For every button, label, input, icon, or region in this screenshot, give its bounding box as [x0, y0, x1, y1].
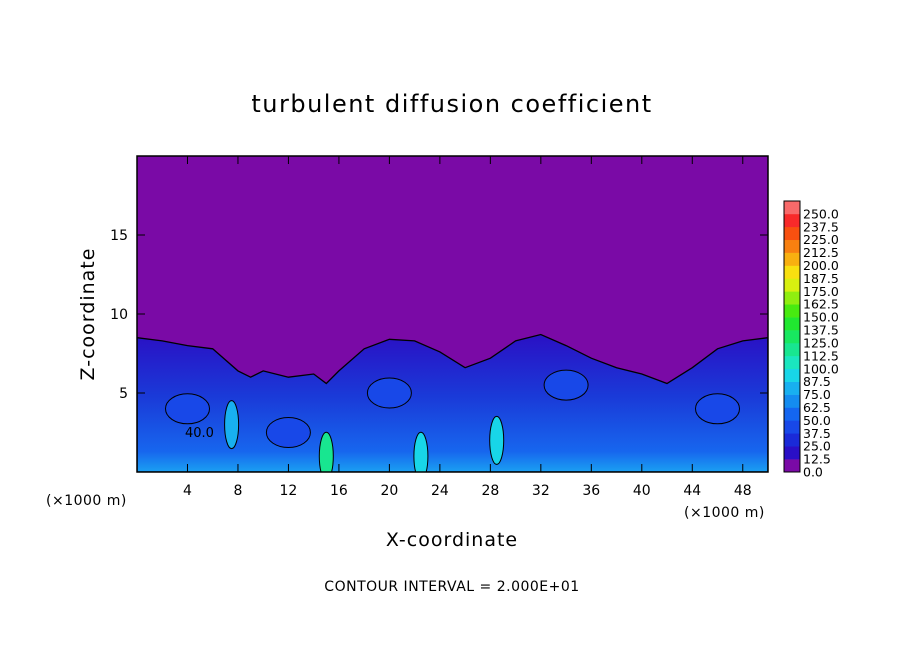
- colorbar-label: 75.0: [803, 387, 831, 402]
- colorbar-label: 100.0: [803, 361, 839, 376]
- x-axis: 4 8 12 16 20 24 28 32 36 40 44 48: [183, 156, 752, 499]
- x-axis-label: X-coordinate: [386, 529, 518, 551]
- x-unit-label-left: (×1000 m): [46, 493, 127, 509]
- chart-title: turbulent diffusion coefficient: [251, 90, 652, 118]
- turbulent-layer: [137, 333, 768, 472]
- colorbar-swatch: [784, 342, 800, 357]
- colorbar-label: 112.5: [803, 348, 839, 363]
- contour-interval-note: CONTOUR INTERVAL = 2.000E+01: [324, 579, 579, 595]
- x-tick-label: 16: [330, 483, 348, 499]
- field-cell: [224, 400, 240, 450]
- colorbar-swatch: [784, 407, 800, 421]
- colorbar-swatch: [784, 368, 800, 382]
- colorbar-label: 37.5: [803, 426, 831, 441]
- field-cell: [413, 431, 429, 472]
- colorbar-swatch: [784, 317, 800, 331]
- x-tick-label: 40: [633, 483, 651, 499]
- field-cell: [366, 377, 412, 409]
- field-cell: [695, 393, 740, 425]
- colorbar: 0.012.525.037.550.062.575.087.5100.0112.…: [783, 200, 839, 480]
- x-tick-label: 20: [380, 483, 398, 499]
- colorbar-swatch: [784, 278, 800, 292]
- colorbar-label: 137.5: [803, 323, 839, 338]
- x-unit-label-right: (×1000 m): [684, 505, 765, 521]
- y-tick-label: 5: [119, 386, 128, 402]
- colorbar-label: 62.5: [803, 400, 831, 415]
- colorbar-swatch: [784, 304, 800, 318]
- plot-area: 40.0: [136, 155, 769, 473]
- colorbar-label: 87.5: [803, 374, 831, 389]
- colorbar-swatch: [784, 201, 800, 215]
- colorbar-swatch: [784, 252, 800, 266]
- colorbar-label: 162.5: [803, 297, 839, 312]
- x-tick-label: 36: [582, 483, 600, 499]
- colorbar-label: 50.0: [803, 413, 831, 428]
- x-tick-label: 48: [734, 483, 752, 499]
- colorbar-swatch: [784, 459, 800, 473]
- contour-line: [137, 333, 768, 472]
- field-cell: [489, 415, 505, 465]
- field-cell: [543, 369, 589, 401]
- colorbar-label: 187.5: [803, 271, 839, 286]
- colorbar-swatch: [784, 446, 800, 460]
- colorbar-label: 237.5: [803, 219, 839, 234]
- colorbar-swatch: [784, 330, 800, 344]
- colorbar-swatch: [784, 355, 800, 370]
- colorbar-swatch: [784, 381, 800, 395]
- field-cell: [165, 393, 210, 425]
- colorbar-swatch: [784, 226, 800, 241]
- contour-label: 40.0: [185, 426, 214, 441]
- colorbar-swatch: [784, 213, 800, 228]
- colorbar-label: 212.5: [803, 245, 839, 260]
- x-tick-label: 28: [481, 483, 499, 499]
- colorbar-label: 0.0: [803, 465, 823, 480]
- x-tick-label: 32: [532, 483, 550, 499]
- field-cell: [265, 417, 311, 448]
- colorbar-frame: [783, 200, 801, 473]
- colorbar-label: 12.5: [803, 452, 831, 467]
- y-tick-label: 10: [110, 307, 128, 323]
- field-cell: [318, 431, 334, 472]
- y-axis: 5 10 15: [110, 228, 768, 402]
- x-tick-label: 44: [683, 483, 701, 499]
- colorbar-swatch: [784, 265, 800, 279]
- colorbar-label: 25.0: [803, 439, 831, 454]
- x-tick-label: 24: [431, 483, 449, 499]
- x-tick-label: 8: [233, 483, 242, 499]
- colorbar-label: 225.0: [803, 232, 839, 247]
- colorbar-swatch: [784, 291, 800, 305]
- x-tick-label: 12: [280, 483, 298, 499]
- y-axis-label: Z-coordinate: [77, 248, 99, 381]
- colorbar-label: 150.0: [803, 310, 839, 325]
- colorbar-label: 175.0: [803, 284, 839, 299]
- colorbar-swatch: [784, 239, 800, 253]
- colorbar-swatch: [784, 433, 800, 447]
- colorbar-label: 200.0: [803, 258, 839, 273]
- colorbar-swatch: [784, 394, 800, 408]
- y-tick-label: 15: [110, 228, 128, 244]
- colorbar-swatch: [784, 420, 800, 434]
- colorbar-label: 250.0: [803, 206, 839, 221]
- colorbar-label: 125.0: [803, 336, 839, 351]
- x-tick-label: 4: [183, 483, 192, 499]
